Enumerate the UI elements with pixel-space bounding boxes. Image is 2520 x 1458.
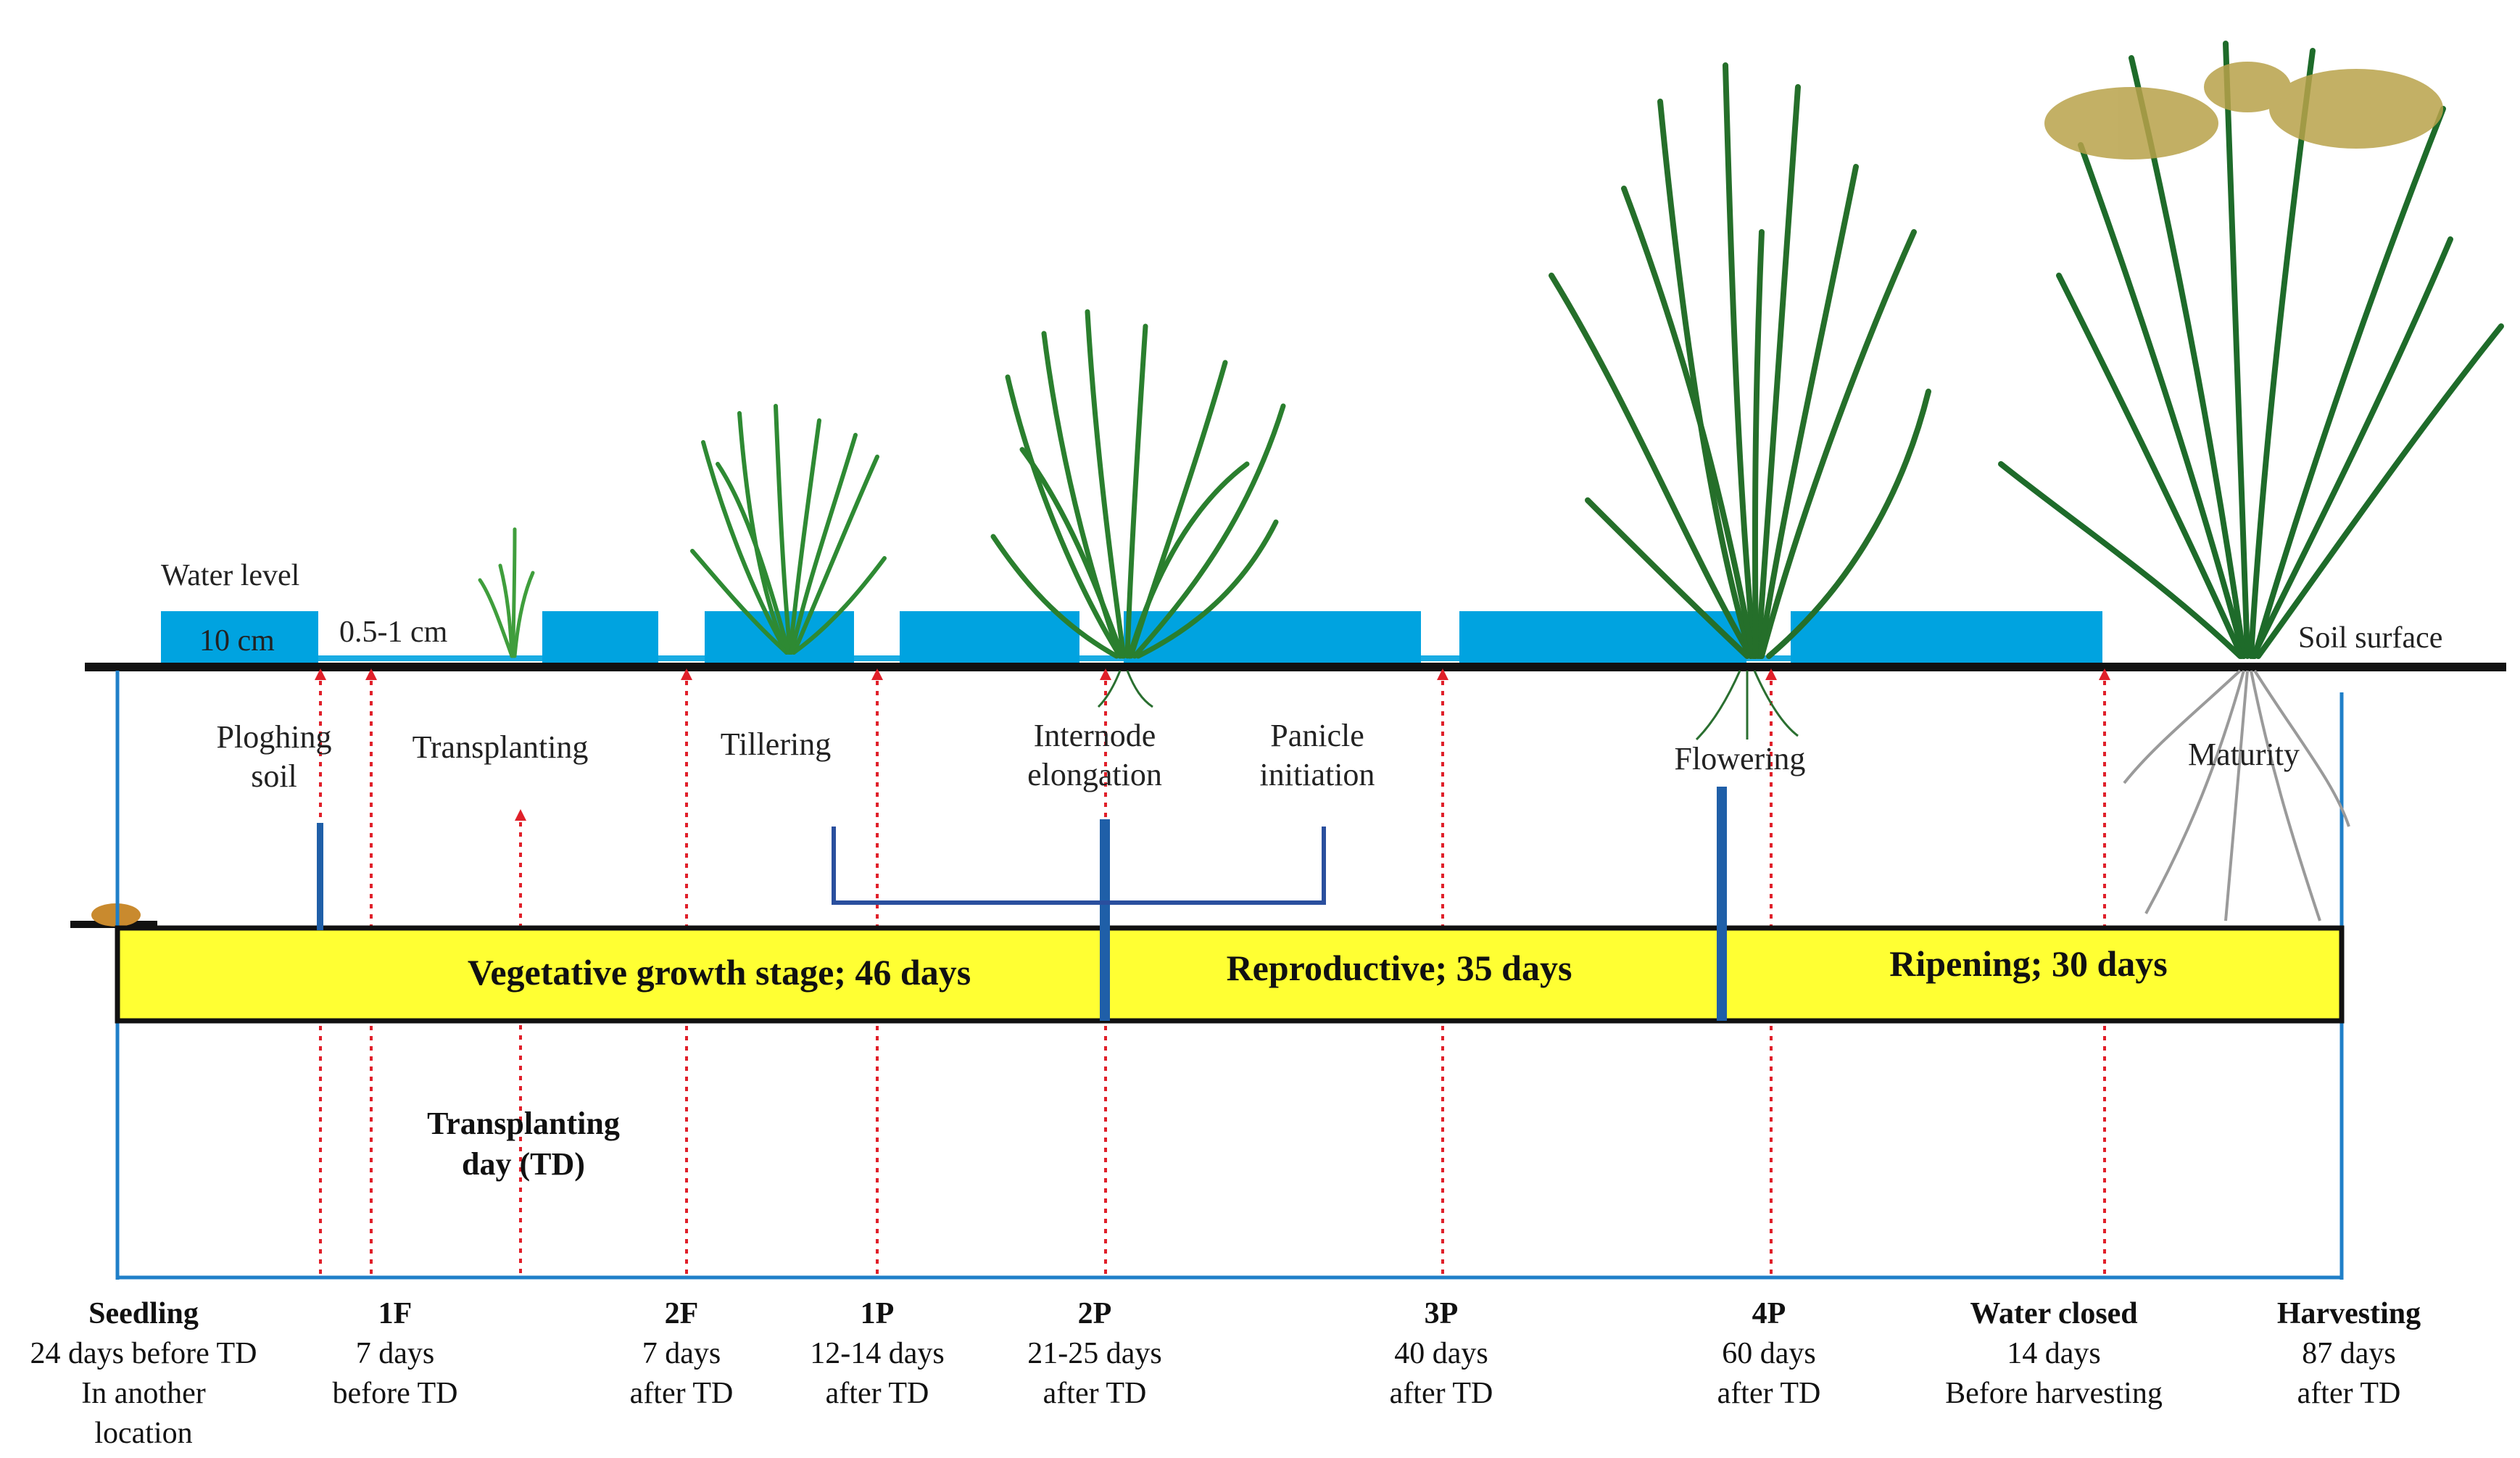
water-depth-small: 0.5-1 cm <box>339 616 448 649</box>
event-ploughing: Ploghing soil <box>216 719 332 794</box>
water-block-10cm <box>161 611 318 668</box>
event-maturity: Maturity <box>2188 737 2300 772</box>
stage-ripening: Ripening; 30 days <box>1889 943 2168 984</box>
stage-markers <box>317 787 1727 1021</box>
timeline-water-closed: Water closed 14 days Before harvesting <box>1945 1297 2163 1410</box>
event-panicle: Panicle initiation <box>1259 718 1375 792</box>
timeline-1P: 1P 12-14 days after TD <box>810 1297 945 1410</box>
timeline-seedling: Seedling 24 days before TD In another lo… <box>30 1297 257 1450</box>
timeline-4P: 4P 60 days after TD <box>1717 1297 1821 1410</box>
water-block <box>542 611 658 668</box>
marker-ploughing <box>317 823 323 930</box>
soil-surface-line <box>85 663 2506 671</box>
marker-2P <box>1100 819 1110 1021</box>
stage-vegetative: Vegetative growth stage; 46 days <box>467 952 971 993</box>
event-flowering: Flowering <box>1674 741 1806 776</box>
timeline-2F: 2F 7 days after TD <box>629 1297 734 1410</box>
water-block <box>1459 611 1746 668</box>
water-depth-10cm: 10 cm <box>199 624 275 658</box>
grain-heads-icon <box>2044 62 2443 160</box>
event-internode: Internode elongation <box>1027 718 1162 792</box>
water-block <box>1124 611 1421 668</box>
roots-icon <box>2123 669 2350 921</box>
stage-bar <box>115 925 2345 1024</box>
stage-guide-lines <box>319 671 2106 1277</box>
timeline-1F: 1F 7 days before TD <box>332 1297 458 1410</box>
event-transplanting: Transplanting <box>412 729 589 765</box>
plant-tillering-icon <box>690 404 887 655</box>
plant-transplanting-icon <box>478 527 535 658</box>
water-level-label: Water level <box>161 559 300 592</box>
plant-internode-icon <box>990 309 1286 659</box>
stage-reproductive: Reproductive; 35 days <box>1226 948 1572 988</box>
timeline-harvesting: Harvesting 87 days after TD <box>2276 1297 2421 1410</box>
water-block <box>900 611 1079 668</box>
plant-flowering-icon <box>1549 62 1931 659</box>
event-tillering: Tillering <box>720 726 832 762</box>
water-block <box>1791 611 2102 668</box>
timeline-2P: 2P 21-25 days after TD <box>1027 1297 1162 1410</box>
water-level-blocks <box>161 611 2102 668</box>
marker-4P <box>1717 787 1727 1021</box>
soil-surface-label: Soil surface <box>2298 621 2443 655</box>
transplanting-day-label: Transplanting day (TD) <box>427 1106 620 1182</box>
timeline-3P: 3P 40 days after TD <box>1389 1297 1493 1410</box>
internode-panicle-bracket <box>832 827 1326 905</box>
